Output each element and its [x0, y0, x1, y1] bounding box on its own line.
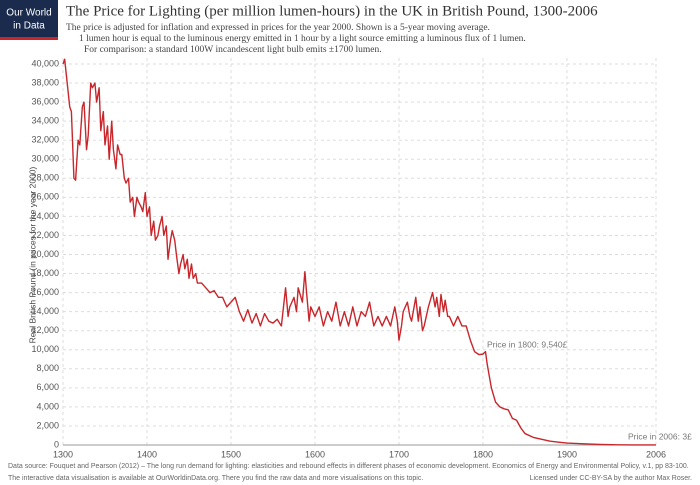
y-tick-label: 4,000: [36, 401, 59, 411]
annotation: Price in 2006: 3£: [628, 431, 692, 441]
x-tick-label: 1500: [221, 449, 241, 459]
footer-license: Licensed under CC-BY-SA by the author Ma…: [530, 475, 692, 482]
x-tick-label: 1800: [473, 449, 493, 459]
annotation: Price in 1800: 9,540£: [487, 339, 568, 349]
y-tick-label: 12,000: [31, 325, 59, 335]
x-tick-label: 1700: [389, 449, 409, 459]
y-tick-label: 28,000: [31, 173, 59, 183]
footer-source: Data source: Fouquet and Pearson (2012) …: [8, 463, 689, 470]
y-tick-label: 32,000: [31, 135, 59, 145]
logo-box: [0, 0, 58, 40]
y-tick-label: 26,000: [31, 192, 59, 202]
y-tick-label: 40,000: [31, 58, 59, 68]
y-tick-label: 14,000: [31, 306, 59, 316]
logo-text: Our World: [6, 8, 51, 19]
line-series: [62, 58, 657, 446]
x-tick-label: 1300: [53, 449, 73, 459]
logo-bar: [0, 37, 58, 40]
y-axis-label: Real British Pound (in prices for the ye…: [27, 166, 37, 343]
y-tick-label: 2,000: [36, 420, 59, 430]
x-tick-label: 2006: [646, 449, 666, 459]
subtitle: 1 lumen hour is equal to the luminous en…: [79, 33, 526, 44]
y-tick-label: 34,000: [31, 116, 59, 126]
y-tick-label: 30,000: [31, 154, 59, 164]
chart-title: The Price for Lighting (per million lume…: [66, 3, 598, 19]
subtitle: For comparison: a standard 100W incandes…: [84, 45, 382, 55]
y-tick-label: 0: [54, 439, 59, 449]
y-tick-label: 6,000: [36, 382, 59, 392]
y-tick-label: 18,000: [31, 268, 59, 278]
y-tick-label: 36,000: [31, 96, 59, 106]
y-tick-label: 10,000: [31, 344, 59, 354]
y-tick-label: 24,000: [31, 211, 59, 221]
footer-note: The interactive data visualisation is av…: [8, 475, 423, 482]
x-tick-label: 1900: [557, 449, 577, 459]
y-tick-label: 8,000: [36, 363, 59, 373]
subtitle: The price is adjusted for inflation and …: [66, 22, 490, 33]
y-tick-label: 16,000: [31, 287, 59, 297]
x-tick-label: 1400: [137, 449, 157, 459]
y-tick-label: 22,000: [31, 230, 59, 240]
logo-text: in Data: [13, 21, 45, 32]
y-tick-label: 38,000: [31, 77, 59, 87]
y-tick-label: 20,000: [31, 249, 59, 259]
x-tick-label: 1600: [305, 449, 325, 459]
